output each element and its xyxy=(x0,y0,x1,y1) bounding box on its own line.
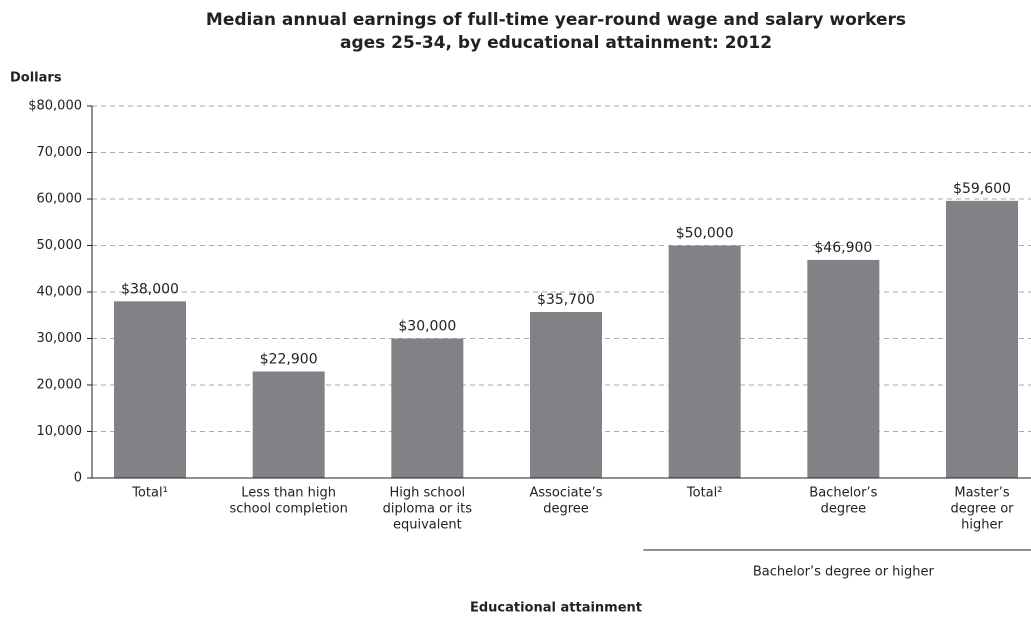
value-label: $38,000 xyxy=(121,281,179,297)
y-tick-label: 70,000 xyxy=(37,145,83,160)
y-tick-label: 0 xyxy=(74,471,82,486)
chart-title: Median annual earnings of full-time year… xyxy=(206,10,906,30)
value-label: $22,900 xyxy=(260,352,318,368)
y-tick-label: 30,000 xyxy=(37,331,83,346)
value-label: $46,900 xyxy=(814,240,872,256)
value-label: $59,600 xyxy=(953,181,1011,197)
x-axis-label: Educational attainment xyxy=(470,601,642,616)
value-label: $35,700 xyxy=(537,292,595,308)
y-tick-label: 10,000 xyxy=(37,424,83,439)
x-tick-label: High school xyxy=(389,486,465,501)
x-tick-label: Associate’s xyxy=(529,486,602,501)
x-tick-label: Less than high xyxy=(241,486,336,501)
y-tick-label: 20,000 xyxy=(37,378,83,393)
group-label: Bachelor’s degree or higher xyxy=(753,565,935,580)
bar xyxy=(252,371,325,478)
bar xyxy=(114,301,186,478)
y-tick-label: 60,000 xyxy=(37,192,83,207)
y-tick-label: 40,000 xyxy=(37,285,83,300)
x-tick-label: Total¹ xyxy=(131,486,168,501)
bar xyxy=(946,200,1019,479)
x-tick-label: diploma or its xyxy=(383,502,473,517)
x-tick-label: degree xyxy=(821,502,867,517)
x-tick-label: higher xyxy=(961,518,1003,533)
x-tick-label: Bachelor’s xyxy=(809,486,877,501)
x-tick-label: degree or xyxy=(951,502,1015,517)
x-tick-label: degree xyxy=(543,502,589,517)
bar xyxy=(807,259,880,478)
y-axis-label: Dollars xyxy=(10,71,62,86)
x-tick-label: Total² xyxy=(686,486,723,501)
bar xyxy=(668,245,741,478)
x-tick-label: equivalent xyxy=(393,518,462,533)
x-tick-label: Master’s xyxy=(954,486,1010,501)
y-tick-label: 50,000 xyxy=(37,238,83,253)
bar xyxy=(530,311,603,478)
x-tick-label: school completion xyxy=(229,502,347,517)
value-label: $50,000 xyxy=(676,226,734,242)
value-label: $30,000 xyxy=(398,319,456,335)
y-tick-label: $80,000 xyxy=(28,99,82,114)
bar xyxy=(391,338,464,478)
chart-title: ages 25-34, by educational attainment: 2… xyxy=(340,33,772,53)
